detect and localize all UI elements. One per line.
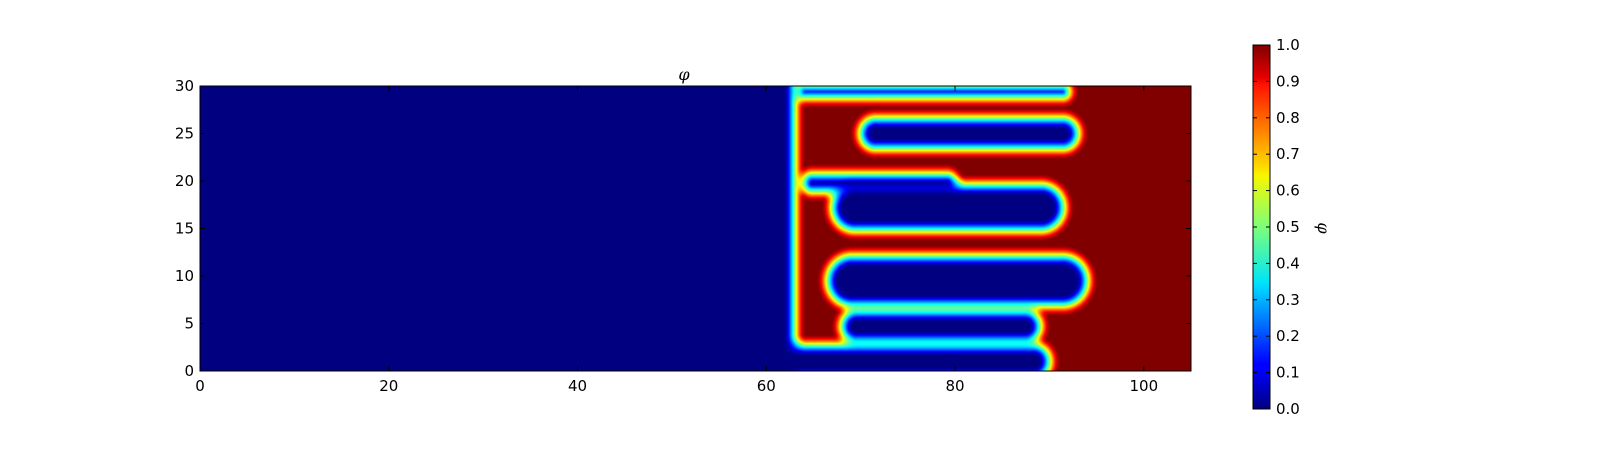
y-axis: 0 5 10 15 20 25 30: [175, 77, 1191, 380]
x-tick-label: 20: [379, 377, 398, 395]
y-tick-label: 25: [175, 125, 194, 143]
colorbar-tick-label: 0.6: [1276, 182, 1300, 200]
colorbar-tick-label: 0.4: [1276, 254, 1300, 272]
colorbar-tick-label: 0.3: [1276, 291, 1300, 309]
colorbar-tick-label: 0.8: [1276, 109, 1300, 127]
x-tick-label: 0: [195, 377, 205, 395]
colorbar-tick-label: 0.1: [1276, 364, 1300, 382]
colorbar-tick-label: 0.5: [1276, 218, 1300, 236]
colorbar-ticks: 0.0 0.1 0.2 0.3 0.4 0.5 0.6 0.7 0.8 0.9 1.0: [1253, 36, 1300, 418]
y-tick-label: 10: [175, 267, 194, 285]
colorbar-label: φ: [1314, 222, 1333, 234]
colorbar-tick-label: 0.9: [1276, 72, 1300, 90]
x-tick-label: 40: [568, 377, 587, 395]
colorbar-tick-label: 0.7: [1276, 145, 1300, 163]
colorbar-tick-label: 0.0: [1276, 400, 1300, 418]
y-tick-label: 20: [175, 172, 194, 190]
x-tick-label: 60: [757, 377, 776, 395]
y-tick-label: 5: [184, 315, 194, 333]
x-tick-label: 80: [946, 377, 965, 395]
chart-title: φ: [678, 65, 690, 84]
x-axis: 0 20 40 60 80 100: [195, 86, 1158, 395]
colorbar-tick-label: 1.0: [1276, 36, 1300, 54]
y-tick-label: 30: [175, 77, 194, 95]
heatmap-image: [200, 86, 1191, 371]
colorbar-tick-label: 0.2: [1276, 327, 1300, 345]
colorbar: 0.0 0.1 0.2 0.3 0.4 0.5 0.6 0.7 0.8 0.9 1.0 φ: [1252, 36, 1333, 418]
y-tick-label: 0: [184, 362, 194, 380]
plot-area: [199, 85, 1192, 372]
x-tick-label: 100: [1129, 377, 1158, 395]
y-tick-label: 15: [175, 220, 194, 238]
